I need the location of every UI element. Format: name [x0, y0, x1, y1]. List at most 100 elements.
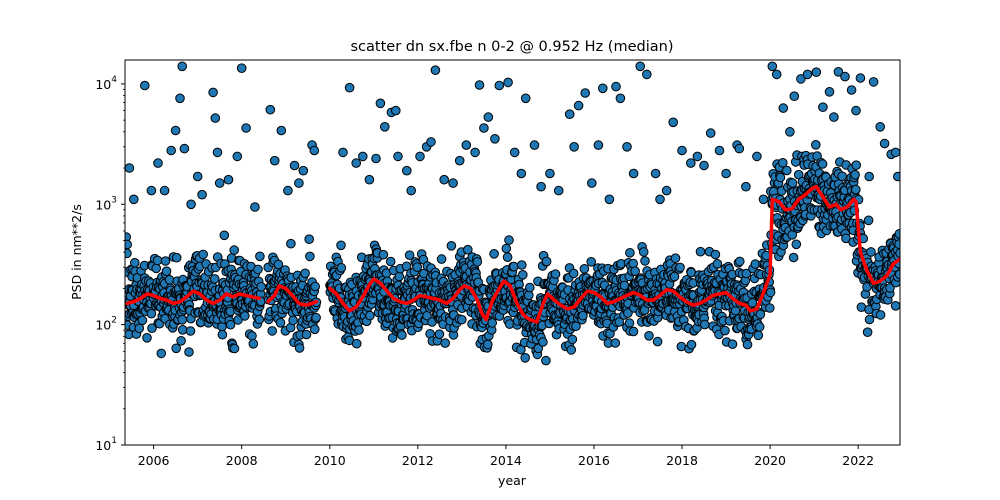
scatter-point [336, 263, 347, 273]
scatter-point [298, 165, 309, 176]
scatter-point [579, 264, 590, 274]
scatter-point [412, 262, 423, 272]
scatter-point [250, 202, 260, 212]
scatter-point [503, 77, 513, 88]
scatter-point [210, 113, 221, 123]
x-tick-label: 2022 [842, 453, 874, 468]
scatter-point [501, 243, 512, 254]
scatter-point [587, 178, 597, 188]
scatter-point [758, 194, 769, 205]
scatter-point [225, 319, 236, 330]
scatter-point [502, 252, 513, 263]
y-tick-label: 104 [95, 75, 117, 92]
scatter-point [275, 318, 286, 328]
scatter-point [771, 69, 782, 80]
scatter-point [177, 315, 188, 325]
scatter-point [516, 168, 527, 179]
scatter-point [161, 266, 172, 277]
scatter-point [593, 140, 604, 150]
scatter-point [695, 246, 706, 257]
scatter-point [650, 168, 661, 179]
scatter-point [622, 142, 632, 152]
x-tick-label: 2008 [226, 453, 258, 468]
scatter-point [787, 178, 798, 188]
scatter-point [855, 73, 866, 83]
scatter-point [802, 69, 813, 80]
scatter-point [628, 168, 639, 179]
scatter-point [294, 343, 305, 353]
scatter-point [504, 235, 514, 245]
scatter-point [785, 127, 795, 137]
scatter-point [868, 77, 879, 87]
scatter-point [197, 189, 207, 200]
scatter-point [134, 323, 145, 334]
scatter-point [720, 325, 730, 336]
scatter-point [817, 159, 828, 169]
scatter-point [851, 160, 862, 170]
scatter-point [192, 171, 203, 182]
scatter-point [628, 326, 639, 337]
scatter-point [151, 263, 161, 274]
scatter-point [529, 140, 540, 150]
scatter-point [240, 311, 250, 321]
scatter-point [741, 181, 751, 192]
scatter-point [253, 264, 263, 275]
y-axis: 101 102 103 104 [95, 75, 125, 453]
scatter-point [186, 199, 196, 210]
scatter-point [721, 168, 731, 179]
scatter-point [489, 249, 499, 259]
scatter-point [336, 240, 346, 251]
scatter-point [474, 80, 485, 90]
scatter-point [393, 151, 403, 162]
scatter-point [490, 134, 500, 144]
scatter-point [796, 74, 806, 84]
scatter-point [895, 248, 900, 258]
scatter-point [153, 158, 163, 168]
scatter-point [699, 160, 709, 171]
y-tick-label: 102 [95, 316, 117, 333]
scatter-point [541, 256, 552, 267]
scatter-point [461, 140, 472, 150]
scatter-point [254, 314, 265, 325]
scatter-point [479, 123, 489, 133]
scatter-point [470, 147, 480, 158]
scatter-point [566, 345, 577, 355]
scatter-point [358, 151, 368, 162]
scatter-point [354, 325, 364, 335]
scatter-point [509, 261, 519, 272]
x-tick-label: 2012 [402, 453, 434, 468]
scatter-point [742, 339, 753, 350]
scatter-point [644, 331, 654, 341]
scatter-point [415, 151, 425, 162]
scatter-point [652, 336, 663, 347]
scatter-point [811, 140, 821, 150]
scatter-point [301, 329, 312, 340]
scatter-point [520, 353, 531, 363]
scatter-point [256, 282, 267, 292]
scatter-point [146, 185, 157, 196]
scatter-point [623, 308, 633, 318]
scatter-point [893, 171, 900, 182]
scatter-point [782, 165, 792, 176]
scatter-point [179, 143, 190, 154]
scatter-point [402, 165, 412, 176]
scatter-point [509, 147, 520, 158]
scatter-point [533, 343, 544, 354]
scatter-point [265, 104, 276, 115]
scatter-point [142, 333, 152, 343]
scatter-point [755, 309, 766, 320]
scatter-point [232, 151, 243, 162]
y-axis-label: PSD in nm**2/s [69, 204, 84, 300]
scatter-point [710, 249, 721, 260]
scatter-point [164, 275, 175, 285]
x-axis: 2006 2008 2010 2012 2014 2016 2018 2020 2022 [138, 445, 874, 468]
scatter-point [177, 325, 188, 335]
scatter-point [406, 185, 417, 196]
scatter-point [310, 281, 321, 292]
scatter-point [430, 65, 441, 75]
scatter-point [864, 314, 875, 325]
scatter-point [446, 241, 457, 251]
scatter-point [351, 338, 362, 349]
scatter-point [700, 319, 710, 330]
